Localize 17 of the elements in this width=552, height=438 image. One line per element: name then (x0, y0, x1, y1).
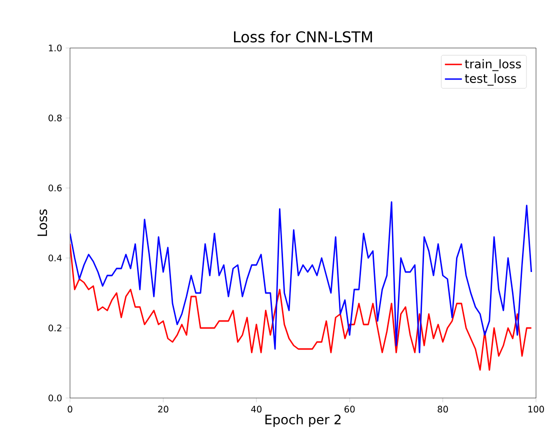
y-tick-label: 0.8 (48, 114, 62, 122)
y-axis-title: Loss (38, 209, 48, 236)
y-tick-label: 0.6 (48, 184, 62, 192)
legend-label: test_loss (464, 74, 516, 86)
x-tick-label: 20 (158, 406, 168, 413)
legend-label: train_loss (464, 59, 521, 72)
y-tick-label: 1.0 (48, 44, 62, 52)
x-tick-label: 100 (528, 406, 544, 413)
y-tick-label: 0.2 (48, 324, 62, 332)
y-tick-label: 0.0 (48, 394, 62, 402)
y-tick-label: 0.4 (48, 254, 62, 262)
chart-title: Loss for CNN-LSTM (234, 30, 372, 43)
x-tick-label: 80 (438, 406, 448, 413)
x-axis-title: Epoch per 2 (265, 414, 341, 427)
x-tick-label: 60 (344, 406, 355, 413)
x-tick-label: 0 (68, 406, 72, 413)
x-tick-label: 40 (251, 406, 262, 413)
